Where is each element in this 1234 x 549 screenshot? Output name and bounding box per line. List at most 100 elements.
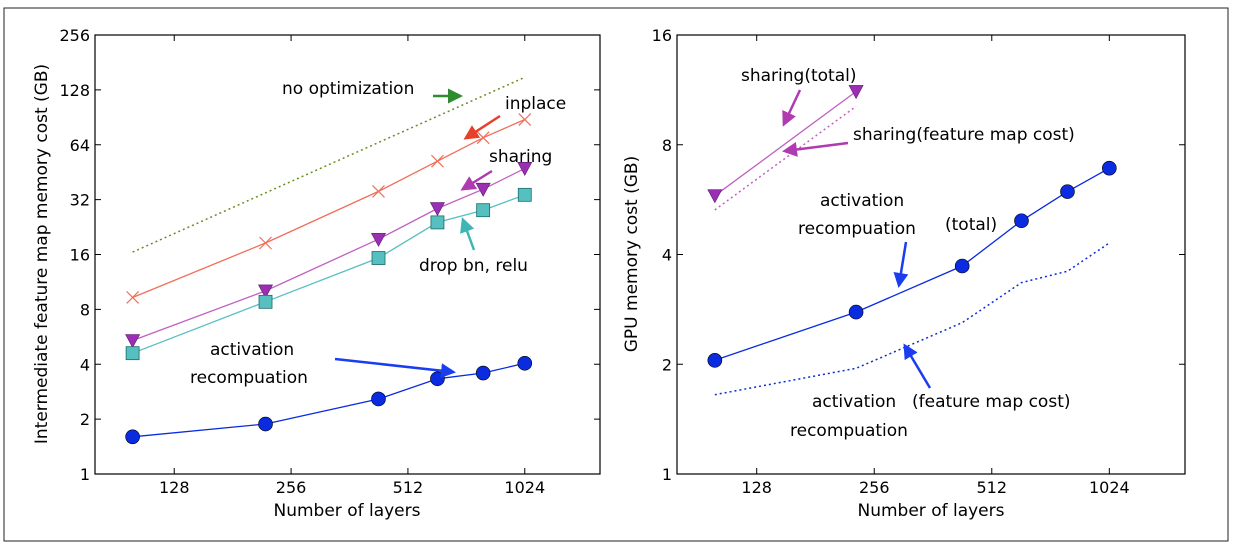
right-series-line-activation-recompuation-feature-map-cost: [714, 242, 1110, 396]
left-data-point-inplace-stroke: [259, 236, 272, 250]
right-data-point-sharing-total: [707, 189, 723, 204]
left-data-point-drop-bn-relu: [476, 203, 491, 218]
left-y-tick-label: 8: [80, 300, 90, 319]
right-series-layer: [707, 85, 1117, 396]
left-data-point-activation-recompuation: [430, 371, 445, 387]
left-series-line-no-optimization: [132, 76, 526, 253]
right-axis-ticks: 128 256 512 1024 1 2 4 8 16: [652, 26, 1185, 497]
left-axis-ticks: 128 256 512 1024 1 2 4 8 16 32 64 128 256: [59, 26, 600, 497]
arrow-sharing: [460, 169, 493, 191]
left-y-tick-label: 1: [80, 465, 90, 484]
figure-border: [3, 7, 1229, 542]
left-data-point-drop-bn-relu: [258, 294, 273, 309]
annot-total: (total): [945, 215, 997, 235]
left-data-point-activation-recompuation: [517, 355, 533, 371]
right-x-tick-label: 128: [741, 478, 772, 497]
left-data-point-sharing: [258, 284, 274, 299]
annot-activation-left: activation: [210, 340, 294, 360]
right-x-tick-label: 256: [859, 478, 890, 497]
right-y-tick-label: 16: [652, 26, 672, 45]
left-series-line-drop-bn-relu: [132, 194, 526, 354]
left-data-point-drop-bn-relu: [125, 346, 140, 361]
right-y-tick-label: 2: [662, 355, 672, 374]
annot-no-optimization: no optimization: [282, 79, 414, 99]
left-x-tick-label: 128: [159, 478, 190, 497]
left-data-point-inplace: [518, 113, 532, 126]
annot-sharing-total: sharing(total): [741, 66, 856, 86]
left-y-tick-label: 128: [59, 81, 90, 100]
left-y-tick-label: 32: [70, 191, 90, 210]
right-data-point-activation-recompuation-total: [1014, 213, 1029, 229]
left-y-axis-title: Intermediate feature map memory cost (GB…: [32, 64, 52, 444]
left-data-point-activation-recompuation: [125, 429, 140, 445]
left-data-point-inplace-stroke: [431, 154, 444, 168]
arrow-activation-left: [334, 357, 456, 379]
left-series-line-sharing: [132, 167, 526, 342]
left-series-line-inplace: [132, 118, 526, 299]
annot-feature-map-cost: (feature map cost): [912, 392, 1071, 412]
left-data-point-drop-bn-relu: [517, 187, 532, 202]
chart-left: 128 256 512 1024 1 2 4 8 16 32 64 128 256 Number of …: [32, 26, 601, 521]
arrow-activation-total: [893, 241, 909, 288]
annot-sharing-feature-map: sharing(feature map cost): [853, 125, 1075, 145]
left-data-point-drop-bn-relu: [371, 251, 386, 265]
left-x-tick-label: 256: [276, 478, 307, 497]
annot-sharing: sharing: [489, 147, 552, 167]
annot-inplace: inplace: [505, 94, 566, 114]
arrow-activation-feature: [903, 343, 932, 389]
left-data-point-sharing: [370, 232, 387, 247]
right-data-point-activation-recompuation-total: [707, 353, 723, 368]
right-data-point-activation-recompuation-total: [1102, 160, 1117, 176]
left-y-tick-label: 64: [70, 136, 90, 155]
right-data-point-activation-recompuation-total: [1060, 184, 1075, 199]
right-x-tick-label: 1024: [1089, 478, 1130, 497]
left-y-tick-label: 256: [59, 26, 90, 45]
chart-right: 128 256 512 1024 1 2 4 8 16 Number of layers GPU…: [622, 26, 1186, 521]
right-data-point-activation-recompuation-total: [848, 304, 864, 320]
annot-activation-feature: activation: [812, 392, 896, 412]
left-data-point-sharing: [517, 162, 533, 176]
left-y-tick-label: 16: [70, 246, 90, 265]
plot-area-left: [94, 34, 601, 475]
left-x-tick-label: 512: [393, 478, 424, 497]
left-data-point-inplace-stroke: [518, 113, 532, 126]
right-y-tick-label: 8: [662, 136, 672, 155]
left-data-point-inplace-stroke: [126, 291, 140, 304]
left-data-point-sharing: [475, 182, 491, 197]
right-series-line-activation-recompuation-total: [714, 167, 1110, 361]
right-data-point-activation-recompuation-total: [954, 258, 970, 274]
arrow-drop-bn-relu: [460, 217, 476, 251]
right-y-tick-label: 1: [662, 465, 672, 484]
left-data-point-activation-recompuation: [475, 365, 491, 381]
right-x-tick-label: 512: [977, 478, 1008, 497]
left-data-point-inplace: [372, 184, 385, 198]
left-data-point-inplace-stroke: [476, 131, 490, 145]
left-x-axis-title: Number of layers: [274, 501, 421, 521]
arrow-sharing-total: [782, 89, 802, 127]
left-series-layer: [125, 76, 533, 445]
plot-area-right: [676, 34, 1186, 475]
left-data-point-activation-recompuation: [371, 391, 386, 407]
left-data-point-inplace: [431, 154, 444, 168]
right-x-axis-title: Number of layers: [858, 501, 1005, 521]
left-data-point-activation-recompuation: [258, 416, 273, 432]
right-y-tick-label: 4: [662, 246, 672, 265]
annot-recompuation-left: recompuation: [190, 368, 308, 388]
right-data-point-sharing-total: [848, 85, 864, 100]
left-data-point-inplace-stroke: [372, 184, 385, 198]
left-y-tick-label: 2: [80, 410, 90, 429]
arrow-sharing-feature-map: [782, 141, 849, 157]
annot-drop-bn-relu: drop bn, relu: [419, 256, 528, 276]
left-x-tick-label: 1024: [504, 478, 545, 497]
right-series-line-sharing-feature-map-cost: [714, 105, 857, 211]
left-data-point-inplace: [259, 236, 272, 250]
annot-activation-total: activation: [820, 191, 904, 211]
right-y-axis-title: GPU memory cost (GB): [622, 156, 642, 352]
annot-recompuation-total: recompuation: [798, 219, 916, 239]
left-data-point-inplace: [126, 291, 140, 304]
arrow-inplace: [463, 114, 501, 140]
annot-recompuation-feature: recompuation: [790, 421, 908, 441]
left-y-tick-label: 4: [80, 355, 90, 374]
